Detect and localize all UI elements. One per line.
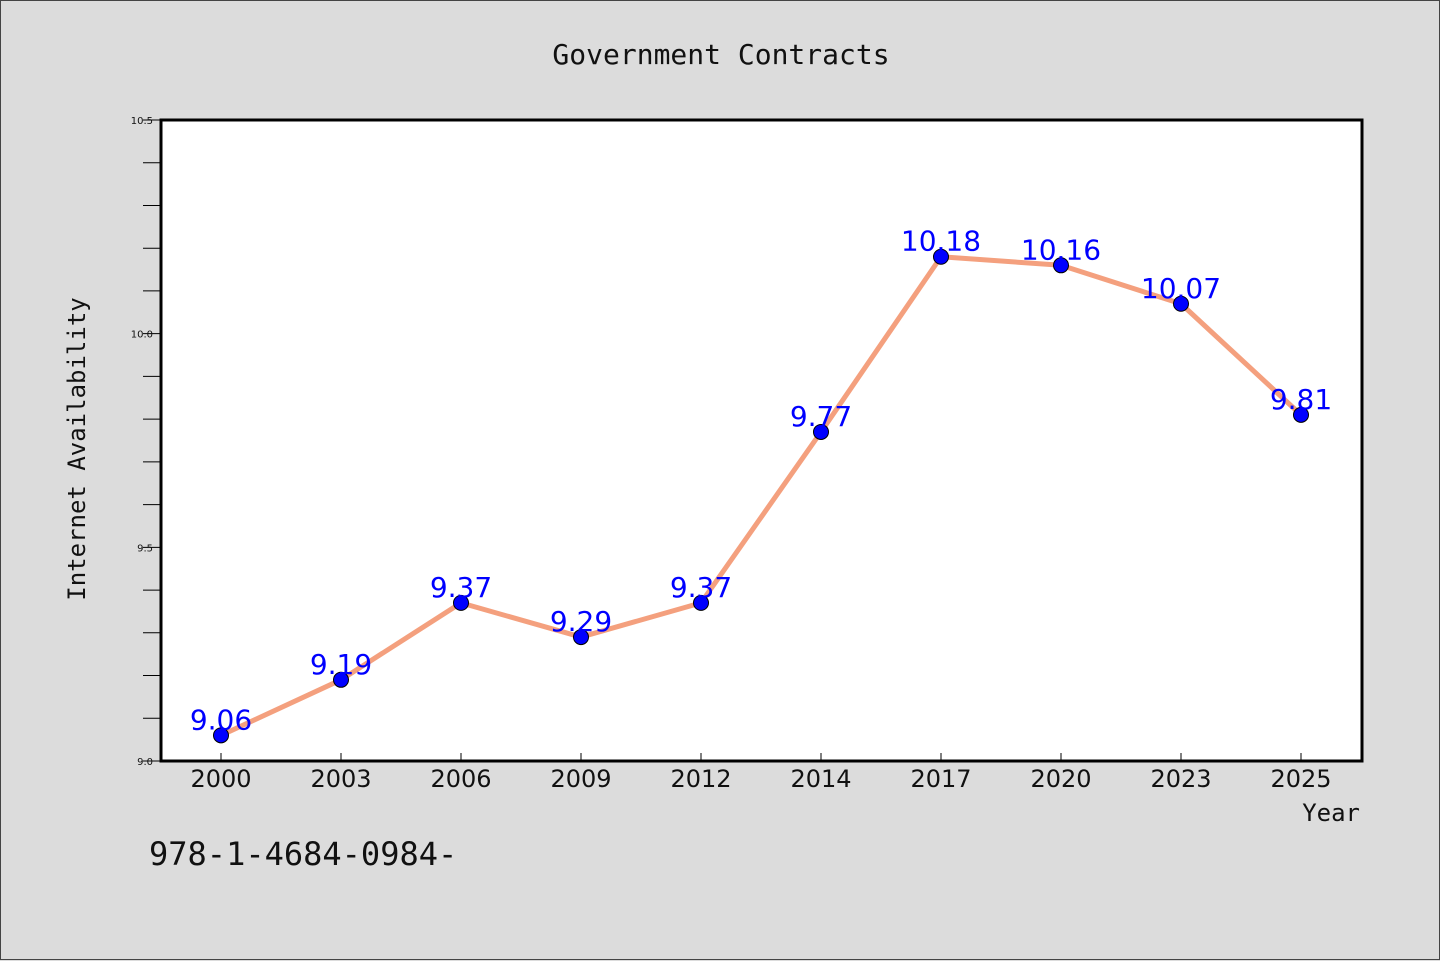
data-point	[933, 248, 949, 265]
x-tick-label: 2012	[670, 765, 731, 793]
x-axis-label: Year	[1302, 799, 1360, 827]
x-axis: 2000 2003 2006 2009 2012 2014 2017 2020 2023 2025	[190, 753, 1332, 793]
series-markers	[213, 248, 1309, 744]
data-point	[1293, 406, 1309, 423]
data-label: 9.06	[190, 703, 252, 736]
data-labels: 9.06 9.19 9.37 9.29 9.37 9.77 10.18 10.16 10.07 9…	[190, 225, 1332, 737]
y-axis-label: Internet Availability	[63, 297, 91, 600]
y-tick-label: 10.5	[131, 116, 153, 127]
y-tick-label: 9.0	[137, 757, 153, 768]
x-tick-label: 2023	[1150, 765, 1211, 793]
data-label: 10.07	[1141, 272, 1221, 305]
x-tick-label: 2003	[310, 765, 371, 793]
data-label: 9.29	[550, 605, 612, 638]
y-tick-label: 9.5	[137, 543, 153, 554]
chart-title: Government Contracts	[552, 38, 889, 71]
x-tick-label: 2006	[430, 765, 491, 793]
x-tick-label: 2014	[790, 765, 851, 793]
data-point	[573, 629, 589, 646]
data-point	[213, 727, 229, 744]
footer-isbn-text: 978-1-4684-0984-	[149, 835, 457, 873]
data-label: 10.16	[1021, 233, 1101, 266]
data-point	[453, 594, 469, 611]
data-point	[333, 671, 349, 688]
data-point	[693, 594, 709, 611]
data-point	[1173, 295, 1189, 312]
y-tick-label: 10.0	[131, 330, 153, 341]
data-label: 9.37	[430, 571, 492, 604]
series-line	[219, 254, 1303, 738]
data-label: 9.37	[670, 571, 732, 604]
data-label: 10.18	[901, 225, 981, 258]
data-label: 9.19	[310, 648, 372, 681]
plot-area	[159, 118, 1364, 763]
x-tick-label: 2017	[910, 765, 971, 793]
x-tick-label: 2000	[190, 765, 251, 793]
x-tick-label: 2025	[1270, 765, 1331, 793]
series-line-group	[219, 254, 1303, 738]
x-tick-label: 2009	[550, 765, 611, 793]
data-point	[1053, 257, 1069, 274]
data-point	[813, 423, 829, 440]
x-tick-label: 2020	[1030, 765, 1091, 793]
data-label: 9.81	[1270, 383, 1332, 416]
y-axis: 9.0 9.5 10.0 10.5	[131, 116, 161, 768]
data-label: 9.77	[790, 400, 852, 433]
